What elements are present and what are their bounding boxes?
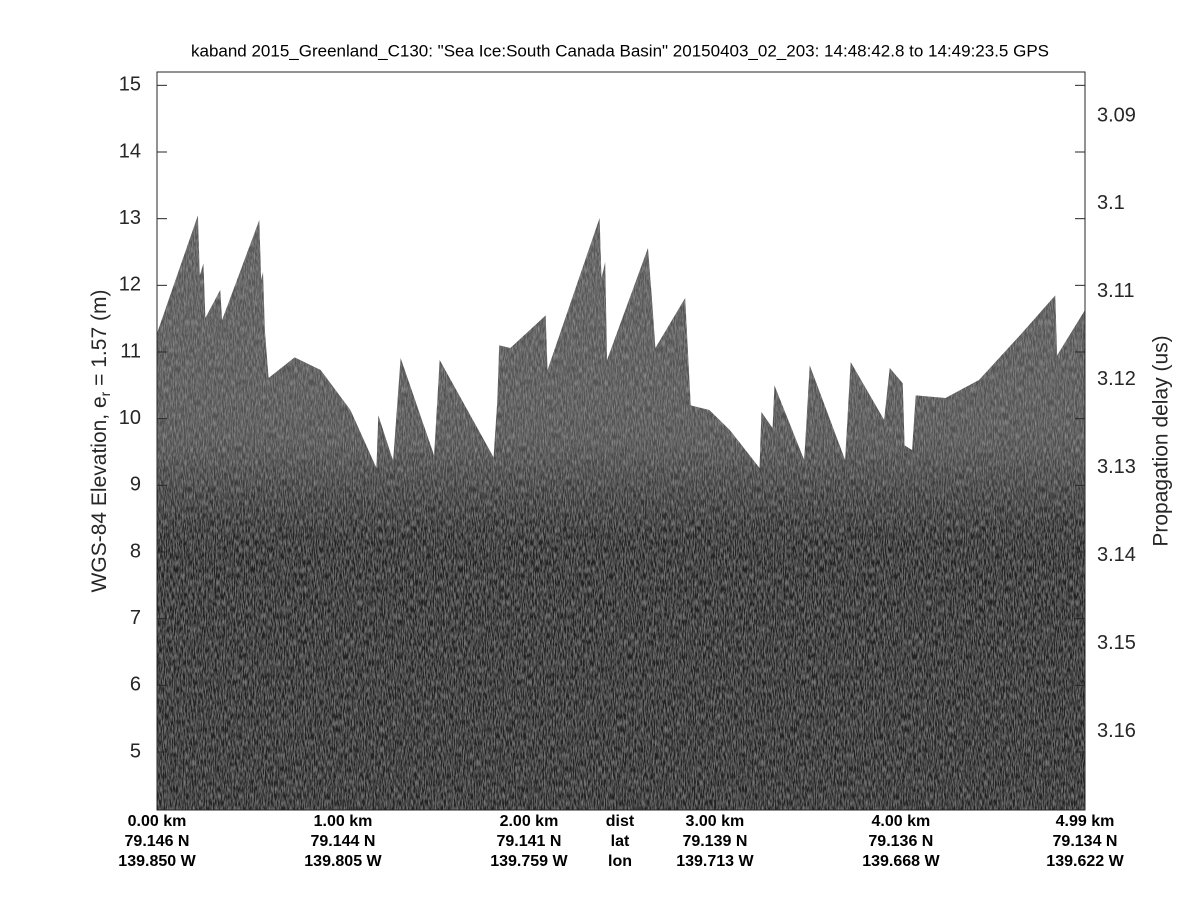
lon-label: 139.668 W	[862, 853, 940, 870]
lat-label: 79.146 N	[125, 833, 190, 850]
x-tick-label: 1.00 km	[314, 813, 373, 830]
y2-axis-label: Propagation delay (us)	[1150, 335, 1173, 546]
x-tick-label: 4.00 km	[872, 813, 931, 830]
y-tick-label: 11	[120, 340, 141, 362]
x-tick-label: 4.99 km	[1056, 813, 1115, 830]
x-tick-label: 0.00 km	[128, 813, 187, 830]
y-tick-label: 13	[119, 207, 141, 229]
y-axis-label: WGS-84 Elevation, er = 1.57 (m)	[88, 290, 113, 593]
lat-label: 79.141 N	[496, 833, 561, 850]
y-tick-label: 9	[130, 474, 141, 496]
y2-tick-label: 3.15	[1097, 632, 1136, 654]
y-tick-label: 8	[130, 540, 141, 562]
lat-label: 79.134 N	[1053, 833, 1118, 850]
lon-label: 139.805 W	[304, 853, 382, 870]
x-tick-label: 3.00 km	[686, 813, 745, 830]
lon-label: 139.713 W	[676, 853, 754, 870]
y2-tick-label: 3.12	[1097, 368, 1136, 390]
y-tick-label: 7	[130, 607, 141, 629]
x-tick-label: 2.00 km	[500, 813, 559, 830]
lat-label: 79.136 N	[868, 833, 933, 850]
echogram	[157, 215, 1085, 811]
row-label: dist	[606, 813, 635, 830]
plot-area	[157, 215, 1085, 811]
y2-tick-label: 3.09	[1097, 104, 1136, 126]
lon-label: 139.850 W	[118, 853, 196, 870]
chart-title: kaband 2015_Greenland_C130: "Sea Ice:Sou…	[191, 41, 1049, 60]
y-tick-label: 12	[119, 274, 141, 296]
row-label: lat	[611, 833, 630, 850]
y-tick-label: 14	[119, 140, 141, 162]
y2-tick-label: 3.11	[1097, 280, 1134, 302]
axes-box	[156, 71, 1086, 811]
lon-label: 139.759 W	[490, 853, 568, 870]
row-label: lon	[608, 853, 632, 870]
y2-tick-label: 3.14	[1097, 544, 1136, 566]
lat-label: 79.139 N	[682, 833, 747, 850]
y-tick-label: 15	[119, 74, 141, 96]
y-tick-label: 6	[130, 674, 141, 696]
y-tick-label: 5	[130, 740, 141, 762]
y2-tick-label: 3.16	[1097, 720, 1136, 742]
lat-label: 79.144 N	[311, 833, 376, 850]
y2-tick-label: 3.13	[1097, 456, 1136, 478]
lon-label: 139.622 W	[1046, 853, 1124, 870]
y2-tick-label: 3.1	[1097, 192, 1125, 214]
y-tick-label: 10	[119, 407, 141, 429]
